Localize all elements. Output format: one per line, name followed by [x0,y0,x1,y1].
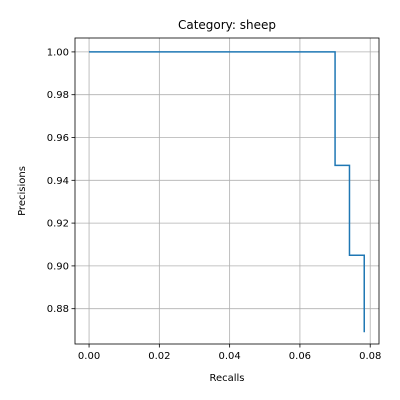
x-axis-ticks: 0.00 0.02 0.04 0.06 0.08 [78,344,381,362]
y-tick-label: 0.92 [47,219,69,230]
y-axis-label: Precisions [17,166,28,216]
y-tick-label: 1.00 [47,47,69,58]
y-tick-label: 0.90 [47,261,69,272]
x-tick-label: 0.00 [78,351,100,362]
x-axis-label: Recalls [209,373,244,384]
chart-title: Category: sheep [178,18,276,32]
y-tick-label: 0.96 [47,133,69,144]
y-axis-ticks: 0.88 0.90 0.92 0.94 0.96 0.98 1.00 [47,47,75,315]
y-tick-label: 0.98 [47,90,69,101]
x-tick-label: 0.06 [289,351,311,362]
x-tick-label: 0.04 [219,351,241,362]
series-lines [89,51,365,333]
x-tick-label: 0.08 [359,351,381,362]
plot-frame [74,37,380,345]
y-tick-label: 0.88 [47,304,69,315]
x-tick-label: 0.02 [148,351,170,362]
y-tick-label: 0.94 [47,176,69,187]
pr-curve-line-0 [89,51,365,333]
